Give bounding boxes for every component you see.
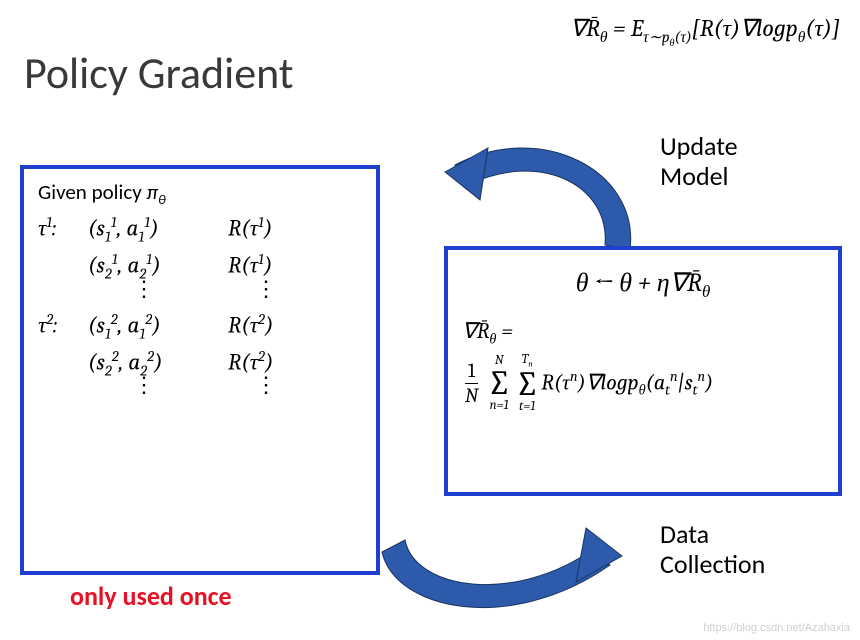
grad-lhs: ∇R̄θ = — [462, 318, 824, 348]
traj1-dots: ⋮⋮ — [38, 285, 362, 293]
page-title: Policy Gradient — [24, 46, 294, 100]
tau2-label: τ2: — [38, 311, 88, 339]
sum-over-n: N ∑ n=1 — [487, 353, 511, 414]
data-arrow — [382, 528, 622, 608]
data-label-line2: Collection — [660, 548, 765, 580]
only-used-once-label: only used once — [70, 580, 232, 612]
frac-1-over-N: 1 N — [462, 359, 481, 408]
sum-over-t: Tn ∑ t=1 — [515, 352, 539, 415]
traj1-pair1: (s11, a11) — [88, 214, 228, 245]
traj1-pair2: (s21, a21) — [88, 251, 228, 282]
update-model-label: Update Model — [660, 132, 738, 192]
traj1-row1: τ1: (s11, a11) R(τ1) — [38, 214, 362, 245]
traj1-reward1: R(τ1) — [228, 214, 328, 242]
gradient-formula: ∇R̄θ = 1 N N ∑ n=1 Tn ∑ t=1 R(τn)∇logpθ(… — [462, 318, 824, 415]
grad-rhs: 1 N N ∑ n=1 Tn ∑ t=1 R(τn)∇logpθ(atn|stn… — [462, 352, 713, 415]
watermark: https://blog.csdn.net/Azahaxia — [703, 622, 850, 634]
data-label-line1: Data — [660, 518, 709, 550]
traj2-reward2: R(τ2) — [228, 348, 328, 376]
update-label-line1: Update — [660, 130, 738, 162]
traj2-row2: (s22, a22) R(τ2) — [38, 348, 362, 379]
data-collection-label: Data Collection — [660, 520, 765, 580]
given-policy-label: Given policy πθ — [38, 179, 362, 208]
update-box: θ ← θ + η∇R̄θ ∇R̄θ = 1 N N ∑ n=1 Tn ∑ t=… — [444, 246, 842, 496]
traj2-dots: ⋮⋮ — [38, 381, 362, 389]
theta-update-formula: θ ← θ + η∇R̄θ — [462, 268, 824, 302]
traj2-pair2: (s22, a22) — [88, 348, 228, 379]
tau1-label: τ1: — [38, 214, 88, 242]
update-label-line2: Model — [660, 160, 729, 192]
traj2-row1: τ2: (s12, a12) R(τ2) — [38, 311, 362, 342]
grad-tail: R(τn)∇logpθ(atn|stn) — [541, 368, 713, 399]
traj2-reward1: R(τ2) — [228, 311, 328, 339]
traj1-row2: (s21, a21) R(τ1) — [38, 251, 362, 282]
traj2-pair1: (s12, a12) — [88, 311, 228, 342]
update-arrow — [445, 148, 631, 250]
traj1-reward2: R(τ1) — [228, 251, 328, 279]
top-gradient-formula: ∇R̄θ = Eτ∼pθ(τ)[R(τ)∇logpθ(τ)] — [570, 14, 840, 49]
trajectory-box: Given policy πθ τ1: (s11, a11) R(τ1) (s2… — [20, 165, 380, 575]
